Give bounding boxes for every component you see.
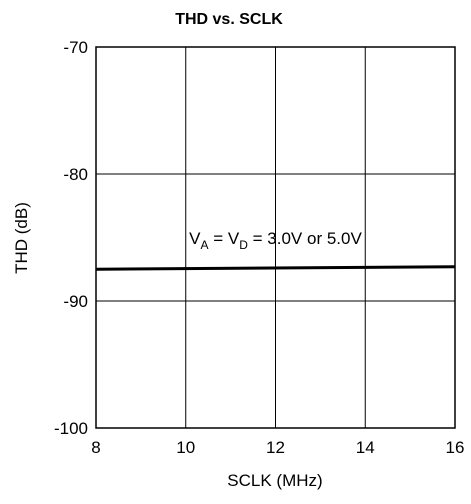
series-line bbox=[95, 265, 456, 271]
plot-frame bbox=[95, 46, 456, 429]
y-tick-label: -90 bbox=[63, 292, 88, 311]
x-tick-label: 16 bbox=[446, 438, 465, 457]
y-tick-label: -80 bbox=[63, 165, 88, 184]
y-tick-label: -100 bbox=[54, 419, 88, 438]
x-tick-label: 8 bbox=[91, 438, 100, 457]
series-layer bbox=[95, 265, 456, 271]
annotation-eq-v-d: = V bbox=[209, 229, 240, 248]
x-axis-label: SCLK (MHz) bbox=[227, 471, 322, 490]
annotation-v-a: V bbox=[189, 229, 201, 248]
y-axis-label: THD (dB) bbox=[12, 202, 31, 274]
x-tick-label: 14 bbox=[356, 438, 375, 457]
x-tick-labels: 8 10 12 14 16 bbox=[91, 438, 464, 457]
y-tick-label: -70 bbox=[63, 38, 88, 57]
x-tick-label: 10 bbox=[176, 438, 195, 457]
x-tick-label: 12 bbox=[266, 438, 285, 457]
annotation-sub-d: D bbox=[239, 238, 248, 252]
chart-title: THD vs. SCLK bbox=[175, 11, 283, 28]
y-tick-labels: -70 -80 -90 -100 bbox=[54, 38, 88, 438]
series-annotation: VA = VD = 3.0V or 5.0V bbox=[189, 229, 362, 252]
annotation-tail: = 3.0V or 5.0V bbox=[248, 229, 363, 248]
annotation-sub-a: A bbox=[201, 238, 209, 252]
